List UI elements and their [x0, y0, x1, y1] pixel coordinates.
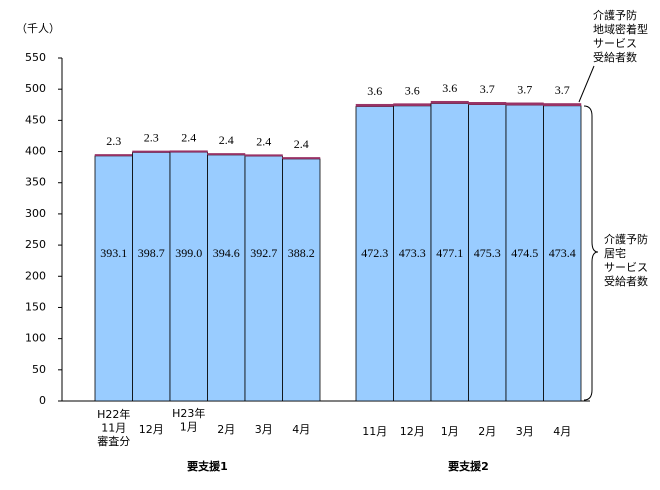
x-tick-label: 12月: [400, 425, 425, 438]
bar-segment: [169, 151, 208, 402]
x-tick-label: 4月: [292, 423, 310, 436]
y-tick-label: 300: [25, 207, 46, 220]
bar-segment: [468, 102, 507, 105]
value-label: 2.4: [181, 130, 196, 144]
bar-segment: [430, 103, 469, 402]
value-label: 2.4: [294, 137, 309, 151]
x-tick-label: 11月: [101, 422, 126, 435]
value-label: 388.2: [288, 246, 315, 260]
x-tick-label: 12月: [139, 423, 164, 436]
value-label: 394.6: [213, 246, 240, 260]
bar-segment: [244, 155, 283, 402]
y-tick-label: 0: [39, 394, 46, 407]
bar-segment: [505, 104, 544, 402]
series-annotation: 介護予防: [593, 8, 637, 22]
y-tick-label: 50: [32, 363, 46, 376]
bar-segment: [505, 102, 544, 106]
y-tick-label: 550: [25, 51, 46, 64]
y-tick-label: 200: [25, 269, 46, 282]
x-tick-label: H23年: [172, 406, 205, 420]
bar-segment: [207, 153, 246, 156]
bar-segment: [430, 100, 469, 104]
group-label: 要支援1: [187, 459, 228, 473]
x-tick-label: 2月: [478, 425, 496, 438]
bar-segment: [94, 155, 133, 402]
y-unit: （千人）: [16, 22, 60, 35]
bar-segment: [282, 158, 321, 402]
bar-segment: [543, 103, 582, 107]
bar-segment: [207, 154, 246, 402]
value-label: 2.3: [144, 131, 159, 145]
series-annotation: 居宅: [604, 246, 626, 260]
value-label: 3.6: [405, 83, 420, 97]
bar-segment: [355, 103, 394, 107]
y-tick-label: 450: [25, 113, 46, 126]
x-tick-label: 1月: [441, 425, 459, 438]
value-label: 3.6: [367, 84, 382, 98]
value-label: 477.1: [436, 246, 463, 260]
y-tick-label: 100: [25, 332, 46, 345]
value-label: 3.7: [517, 83, 532, 97]
value-label: 2.4: [219, 133, 234, 147]
x-tick-label: 3月: [255, 423, 273, 436]
bar-segment: [132, 151, 171, 402]
x-tick-label: H22年: [97, 407, 130, 421]
x-tick-label: 4月: [553, 425, 571, 438]
x-tick-label: 1月: [180, 421, 198, 434]
brace: [583, 105, 599, 401]
value-label: 2.4: [256, 134, 271, 148]
value-label: 393.1: [100, 246, 127, 260]
series-annotation: サービス: [604, 261, 648, 274]
bar-segment: [132, 150, 171, 153]
bar-segment: [169, 150, 208, 153]
value-label: 475.3: [474, 246, 501, 260]
x-tick-label: 11月: [362, 425, 387, 438]
x-tick-label: 2月: [217, 423, 235, 436]
bar-segment: [282, 157, 321, 160]
series-annotation: サービス: [593, 37, 637, 50]
series-annotation: 受給者数: [604, 274, 648, 288]
y-tick-label: 250: [25, 238, 46, 251]
series-annotation: 介護予防: [604, 232, 648, 246]
value-label: 399.0: [175, 246, 202, 260]
x-tick-label: 審査分: [97, 434, 130, 448]
leader-line: [578, 65, 595, 103]
value-label: 472.3: [361, 246, 388, 260]
bar-segment: [393, 103, 432, 107]
y-tick-label: 350: [25, 176, 46, 189]
y-tick-label: 150: [25, 300, 46, 313]
bar-segment: [94, 154, 133, 157]
value-label: 474.5: [511, 246, 538, 260]
value-label: 473.4: [549, 246, 576, 260]
y-tick-label: 400: [25, 145, 46, 158]
value-label: 2.3: [106, 134, 121, 148]
value-label: 3.7: [480, 82, 495, 96]
group-label: 要支援2: [448, 459, 489, 473]
value-label: 3.6: [442, 81, 457, 95]
value-label: 398.7: [138, 246, 165, 260]
bar-segment: [543, 105, 582, 402]
x-tick-label: 3月: [516, 425, 534, 438]
bar-segment: [244, 154, 283, 157]
value-label: 392.7: [250, 246, 277, 260]
value-label: 473.3: [399, 246, 426, 260]
value-label: 3.7: [555, 83, 570, 97]
y-tick-label: 500: [25, 82, 46, 95]
series-annotation: 受給者数: [593, 50, 637, 64]
series-annotation: 地域密着型: [593, 22, 648, 36]
